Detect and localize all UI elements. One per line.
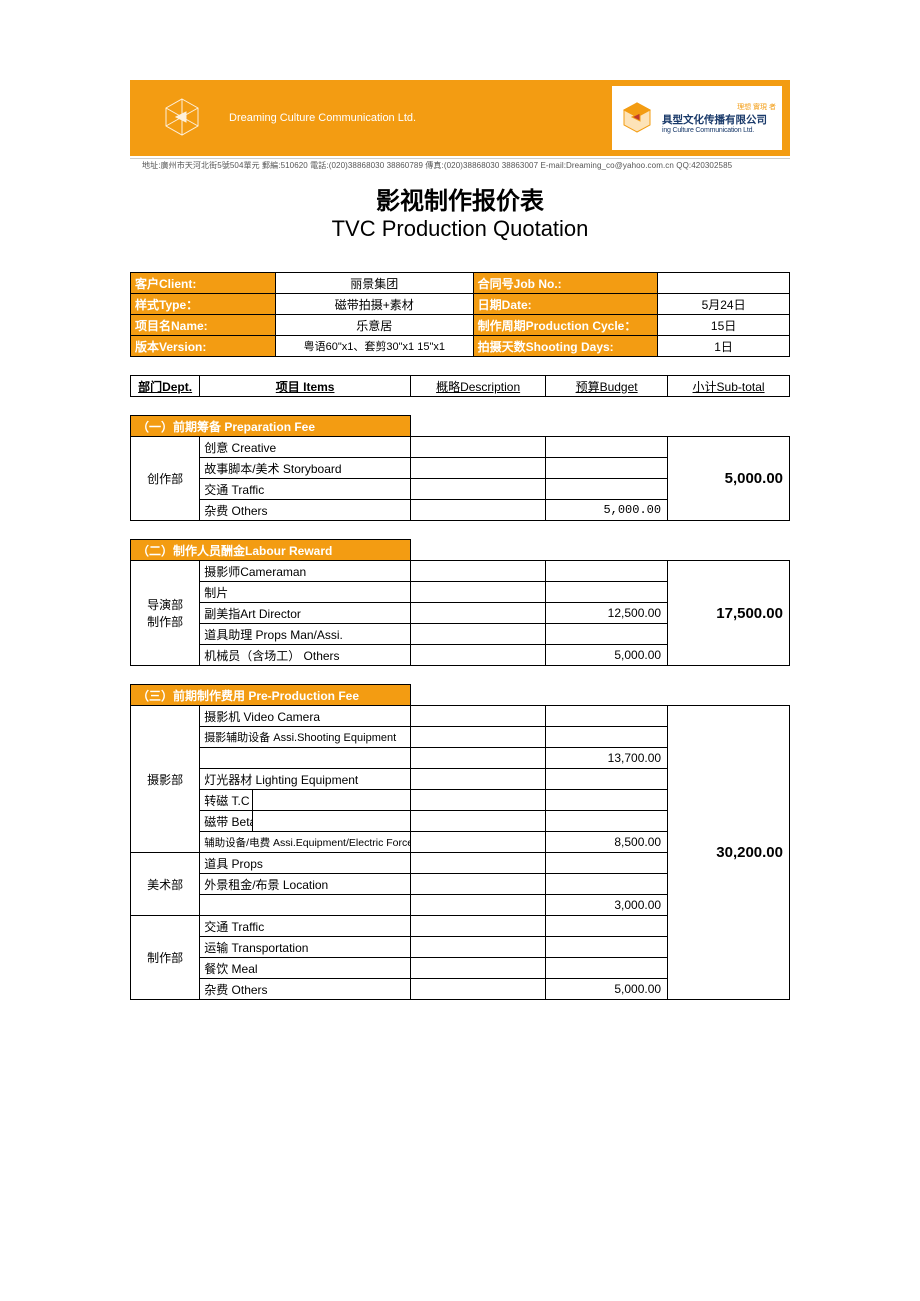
- sec1-title: （一）前期筹备 Preparation Fee: [131, 416, 411, 437]
- header-banner: Dreaming Culture Communication Ltd. 理想 實…: [130, 80, 790, 156]
- sec3-b3: 13,700.00: [546, 748, 668, 769]
- sec1-r4: 杂费 Others: [200, 500, 411, 521]
- sec1-subtotal: 5,000.00: [668, 437, 790, 521]
- company-name-cn: 具型文化传播有限公司: [662, 114, 776, 127]
- jobno-label: 合同号Job No.:: [473, 273, 658, 294]
- sec3-r5: 转磁 T.C: [200, 790, 253, 811]
- cycle-label: 制作周期Production Cycle：: [473, 315, 658, 336]
- hdr-budget: 预算Budget: [546, 376, 668, 397]
- type-label: 样式Type：: [131, 294, 276, 315]
- sec3-r7: 辅助设备/电费 Assi.Equipment/Electric Force: [200, 832, 411, 853]
- version-label: 版本Version:: [131, 336, 276, 357]
- hdr-dept: 部门Dept.: [131, 376, 200, 397]
- sec2-title: （二）制作人员酬金Labour Reward: [131, 540, 411, 561]
- sec2-dept: 导演部 制作部: [131, 561, 200, 666]
- logo-cube-icon: [618, 99, 656, 137]
- sec3-r12: 运输 Transportation: [200, 937, 411, 958]
- sec1-r1: 创意 Creative: [200, 437, 411, 458]
- sec2-subtotal: 17,500.00: [668, 561, 790, 666]
- info-table: 客户Client: 丽景集团 合同号Job No.: 样式Type： 磁带拍摄+…: [130, 272, 790, 357]
- sec2-r4: 道具助理 Props Man/Assi.: [200, 624, 411, 645]
- brand-name-en: Dreaming Culture Communication Ltd.: [229, 112, 416, 124]
- title-cn: 影视制作报价表: [0, 181, 920, 216]
- sec2-dept2: 制作部: [135, 613, 195, 630]
- sec2-r5: 机械员（含场工） Others: [200, 645, 411, 666]
- company-name-en-small: ing Culture Communication Ltd.: [662, 127, 776, 134]
- sec3-dept1: 摄影部: [131, 706, 200, 853]
- sec3-r13: 餐饮 Meal: [200, 958, 411, 979]
- type-value: 磁带拍摄+素材: [275, 294, 473, 315]
- version-value: 粤语60"x1、套剪30"x1 15"x1: [275, 336, 473, 357]
- sec2-r1: 摄影师Cameraman: [200, 561, 411, 582]
- sec1-r2: 故事脚本/美术 Storyboard: [200, 458, 411, 479]
- sec3-b14: 5,000.00: [546, 979, 668, 1000]
- sec3-r11: 交通 Traffic: [200, 916, 411, 937]
- sec2-dept1: 导演部: [135, 596, 195, 613]
- date-label: 日期Date:: [473, 294, 658, 315]
- section-2: （二）制作人员酬金Labour Reward 导演部 制作部 摄影师Camera…: [130, 539, 790, 666]
- address-line: 地址:廣州市天河北街5號504單元 郵編:510620 電話:(020)3886…: [130, 158, 790, 171]
- sec3-r9: 外景租金/布景 Location: [200, 874, 411, 895]
- name-value: 乐意居: [275, 315, 473, 336]
- jobno-value: [658, 273, 790, 294]
- logo-card: 理想 實現 者 具型文化传播有限公司 ing Culture Communica…: [612, 86, 782, 150]
- sec1-r3: 交通 Traffic: [200, 479, 411, 500]
- sec3-r6: 磁带 Beta: [200, 811, 253, 832]
- sec2-r3: 副美指Art Director: [200, 603, 411, 624]
- sec3-dept2: 美术部: [131, 853, 200, 916]
- sec3-b7: 8,500.00: [546, 832, 668, 853]
- sec3-title: （三）前期制作费用 Pre-Production Fee: [131, 685, 411, 706]
- logo-left-icon: [160, 95, 204, 142]
- section-1: （一）前期筹备 Preparation Fee 创作部 创意 Creative …: [130, 415, 790, 521]
- hdr-desc: 概略Description: [411, 376, 546, 397]
- sec2-b3: 12,500.00: [546, 603, 668, 624]
- hdr-items: 项目 Items: [200, 376, 411, 397]
- sec3-r14: 杂费 Others: [200, 979, 411, 1000]
- name-label: 项目名Name:: [131, 315, 276, 336]
- days-value: 1日: [658, 336, 790, 357]
- cycle-value: 15日: [658, 315, 790, 336]
- sec3-r2: 摄影辅助设备 Assi.Shooting Equipment: [200, 727, 411, 748]
- sec3-subtotal: 30,200.00: [668, 706, 790, 1000]
- title-en: TVC Production Quotation: [0, 216, 920, 242]
- sec1-b4: 5,000.00: [546, 500, 668, 521]
- sec2-r2: 制片: [200, 582, 411, 603]
- title-block: 影视制作报价表 TVC Production Quotation: [0, 181, 920, 242]
- sec2-b5: 5,000.00: [546, 645, 668, 666]
- days-label: 拍摄天数Shooting Days:: [473, 336, 658, 357]
- section-3: （三）前期制作费用 Pre-Production Fee 摄影部 摄影机 Vid…: [130, 684, 790, 1000]
- client-value: 丽景集团: [275, 273, 473, 294]
- client-label: 客户Client:: [131, 273, 276, 294]
- sec3-dept3: 制作部: [131, 916, 200, 1000]
- columns-header: 部门Dept. 项目 Items 概略Description 预算Budget …: [130, 375, 790, 397]
- hdr-subtotal: 小计Sub-total: [668, 376, 790, 397]
- date-value: 5月24日: [658, 294, 790, 315]
- sec3-b10: 3,000.00: [546, 895, 668, 916]
- sec3-r8: 道具 Props: [200, 853, 411, 874]
- sec3-r4: 灯光器材 Lighting Equipment: [200, 769, 411, 790]
- logo-tagline: 理想 實現 者: [662, 102, 776, 112]
- sec1-dept: 创作部: [131, 437, 200, 521]
- sec3-r1: 摄影机 Video Camera: [200, 706, 411, 727]
